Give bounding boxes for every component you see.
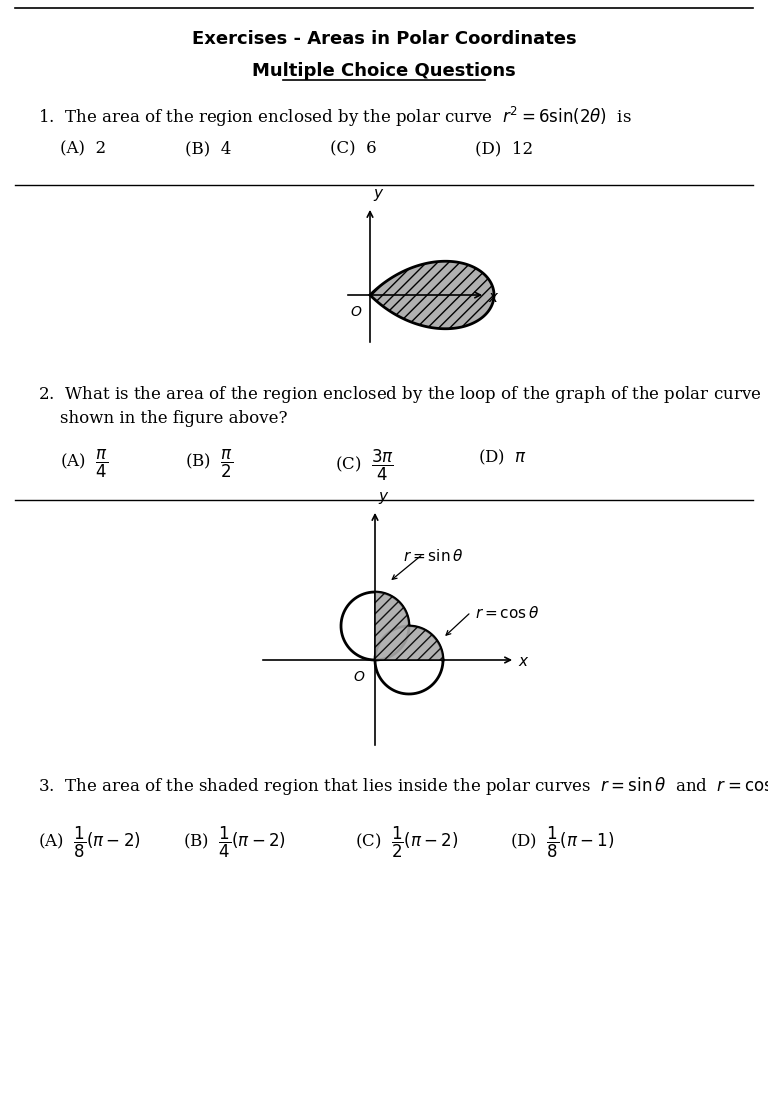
Text: (D)  $\pi$: (D) $\pi$ (478, 449, 527, 467)
Text: (A)  $\dfrac{1}{8}(\pi - 2)$: (A) $\dfrac{1}{8}(\pi - 2)$ (38, 825, 141, 860)
Text: 3.  The area of the shaded region that lies inside the polar curves  $r = \sin\t: 3. The area of the shaded region that li… (38, 775, 768, 798)
Text: 1.  The area of the region enclosed by the polar curve  $r^2 = 6\sin(2\theta)$  : 1. The area of the region enclosed by th… (38, 105, 632, 129)
Text: $O$: $O$ (353, 670, 365, 684)
Text: (D)  12: (D) 12 (475, 140, 533, 158)
Polygon shape (375, 592, 443, 660)
Text: $y$: $y$ (378, 490, 389, 507)
Text: (C)  6: (C) 6 (330, 140, 376, 158)
Text: $r = \cos\theta$: $r = \cos\theta$ (475, 605, 539, 621)
Text: (B)  $\dfrac{\pi}{2}$: (B) $\dfrac{\pi}{2}$ (185, 449, 233, 480)
Text: $O$: $O$ (349, 305, 362, 319)
Text: (D)  $\dfrac{1}{8}(\pi - 1)$: (D) $\dfrac{1}{8}(\pi - 1)$ (510, 825, 614, 860)
Text: $r = \sin\theta$: $r = \sin\theta$ (403, 548, 463, 565)
Text: Multiple Choice Questions: Multiple Choice Questions (252, 62, 516, 80)
Text: $x$: $x$ (488, 290, 499, 304)
Text: (B)  $\dfrac{1}{4}(\pi - 2)$: (B) $\dfrac{1}{4}(\pi - 2)$ (183, 825, 286, 860)
Text: (C)  $\dfrac{3\pi}{4}$: (C) $\dfrac{3\pi}{4}$ (335, 449, 394, 484)
Polygon shape (370, 261, 494, 329)
Text: Exercises - Areas in Polar Coordinates: Exercises - Areas in Polar Coordinates (192, 30, 576, 48)
Text: (B)  4: (B) 4 (185, 140, 231, 158)
Text: $y$: $y$ (373, 187, 385, 203)
Text: (A)  2: (A) 2 (60, 140, 106, 158)
Text: shown in the figure above?: shown in the figure above? (60, 410, 287, 427)
Text: $x$: $x$ (518, 654, 530, 670)
Text: (A)  $\dfrac{\pi}{4}$: (A) $\dfrac{\pi}{4}$ (60, 449, 108, 480)
Text: (C)  $\dfrac{1}{2}(\pi - 2)$: (C) $\dfrac{1}{2}(\pi - 2)$ (355, 825, 458, 860)
Text: 2.  What is the area of the region enclosed by the loop of the graph of the pola: 2. What is the area of the region enclos… (38, 383, 768, 405)
